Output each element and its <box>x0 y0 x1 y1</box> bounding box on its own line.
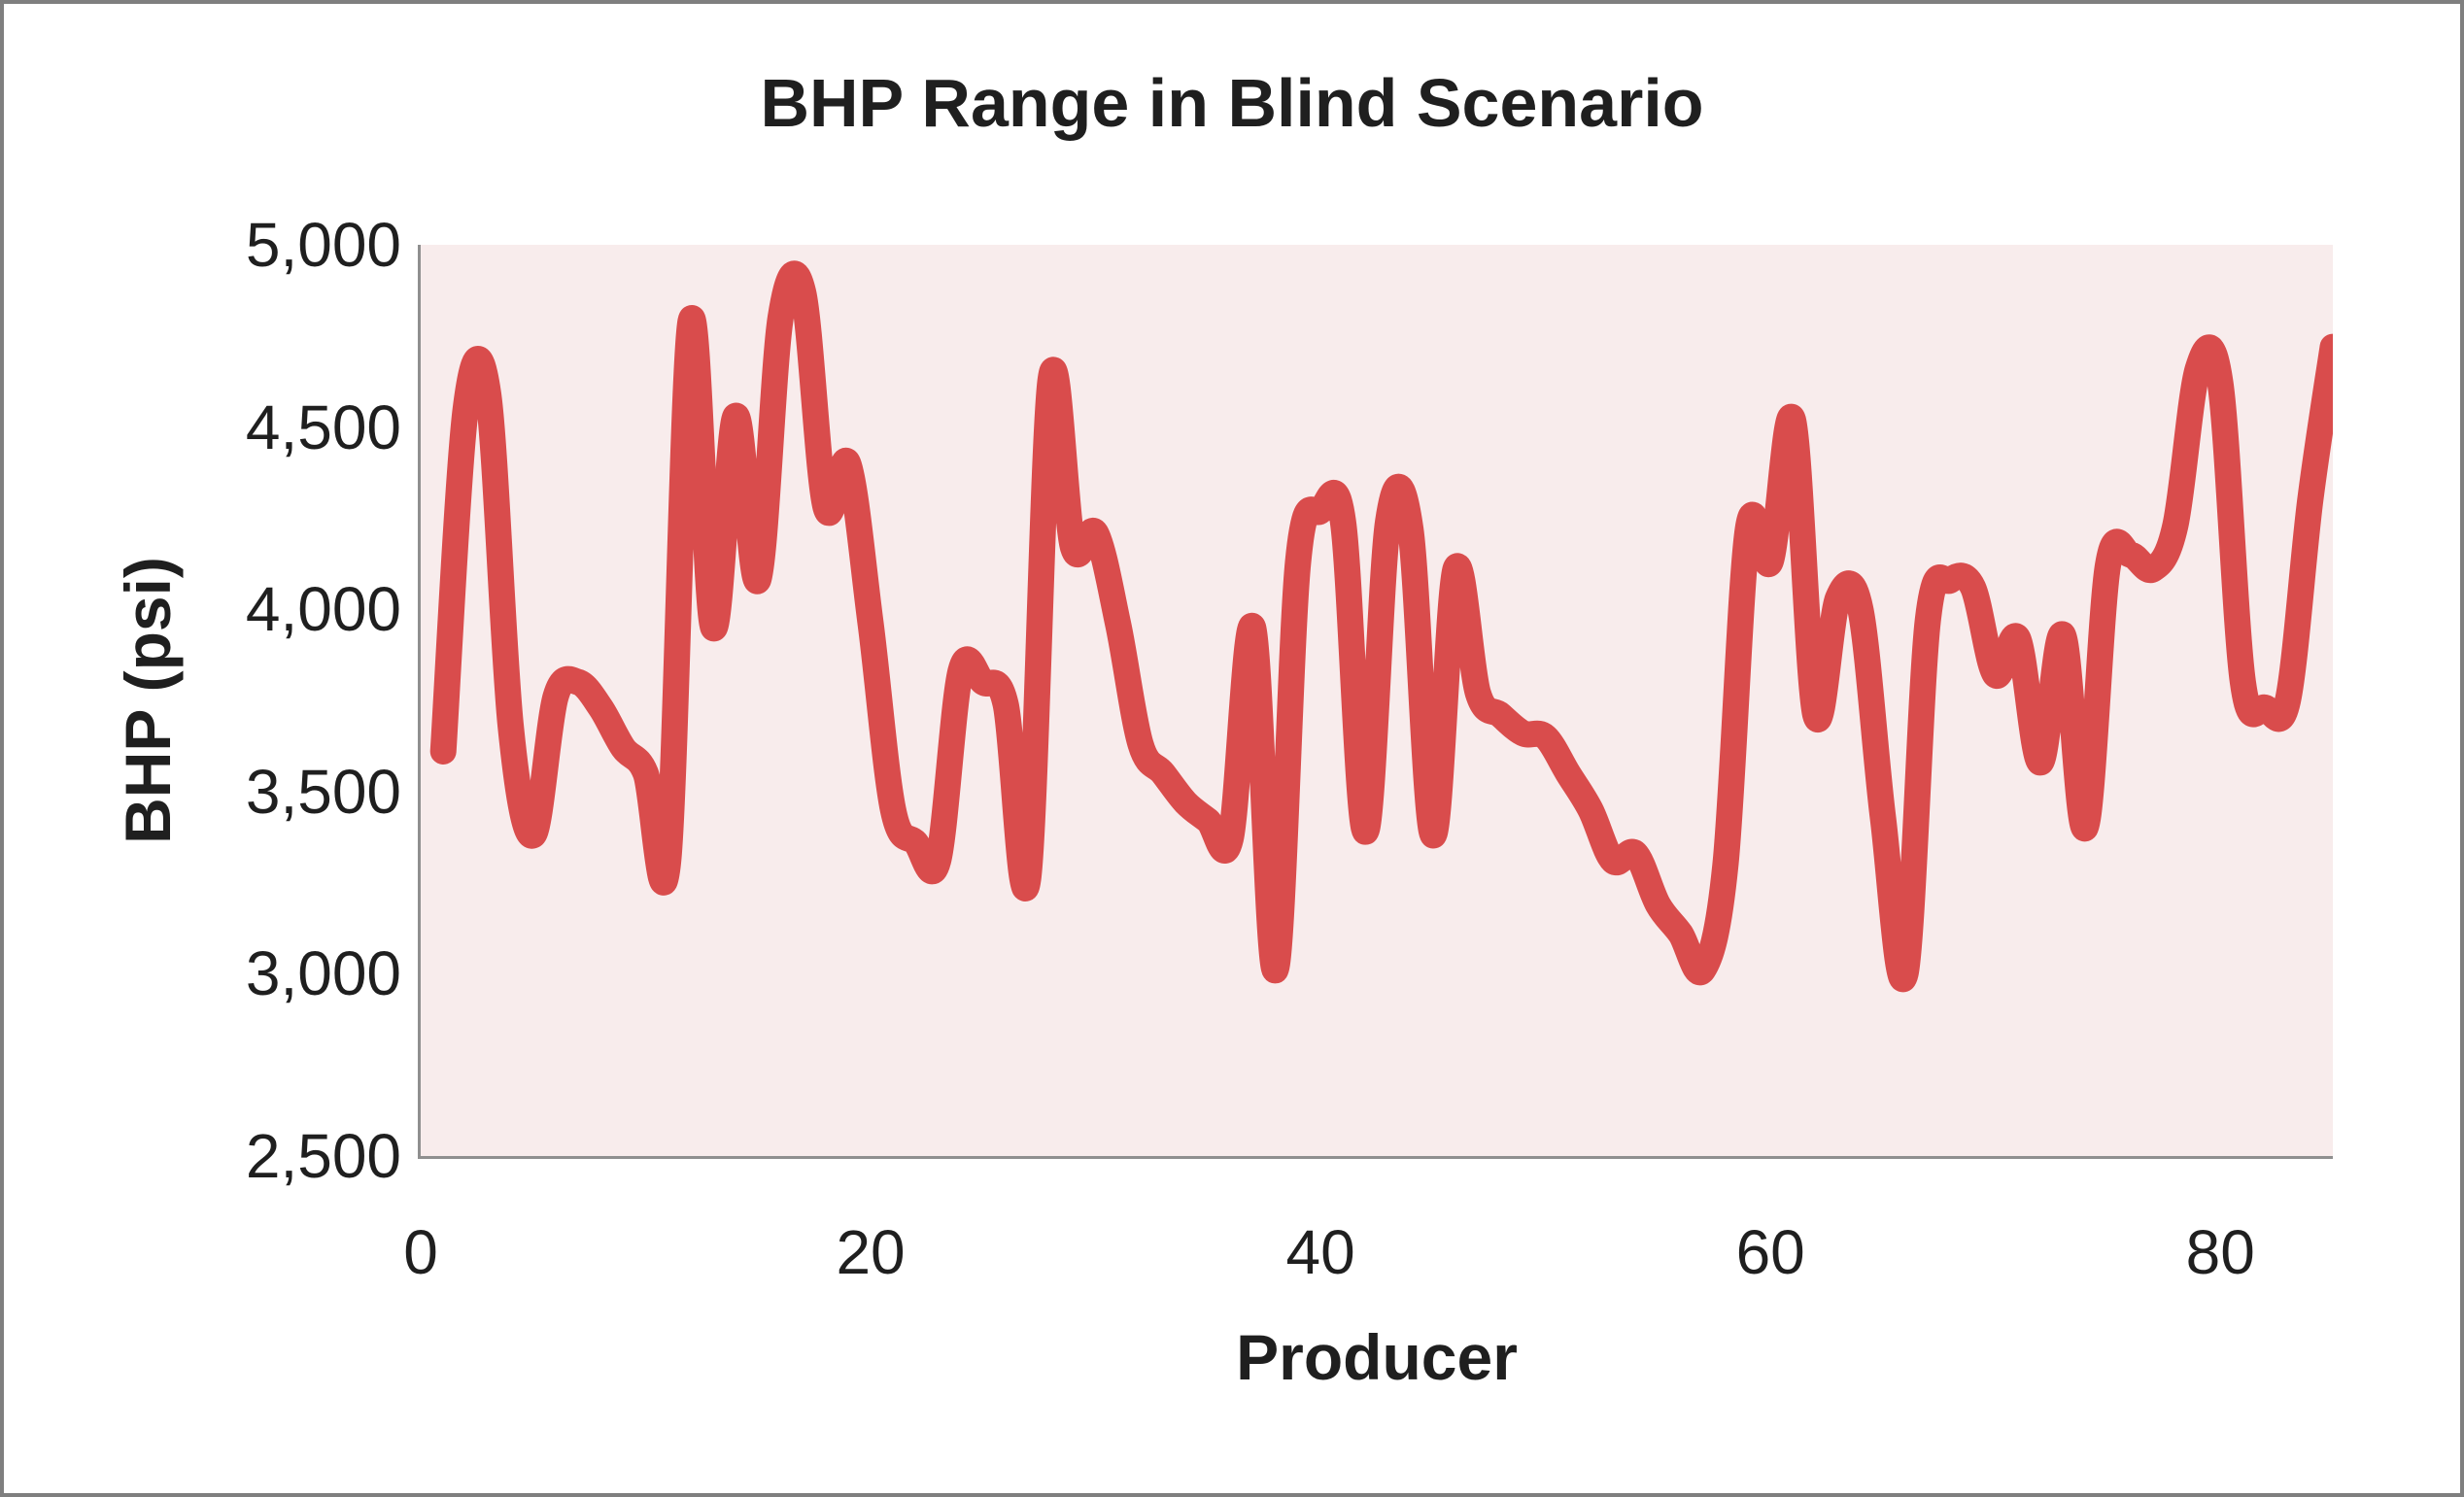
x-tick-label: 0 <box>403 1217 438 1287</box>
x-tick-label: 80 <box>2185 1217 2255 1287</box>
y-tick-label: 3,000 <box>245 938 401 1009</box>
x-axis-line <box>418 1156 2333 1159</box>
x-tick-label: 60 <box>1735 1217 1805 1287</box>
y-tick-label: 3,500 <box>245 756 401 827</box>
plot-area <box>421 245 2333 1156</box>
bhp-line-series <box>429 260 2333 993</box>
y-tick-label: 5,000 <box>245 210 401 280</box>
y-tick-label: 2,500 <box>245 1121 401 1191</box>
chart-canvas <box>429 260 2333 993</box>
y-tick-label: 4,000 <box>245 574 401 645</box>
x-tick-label: 40 <box>1285 1217 1355 1287</box>
chart-title: BHP Range in Blind Scenario <box>760 65 1704 141</box>
y-axis-title: BHP (psi) <box>112 557 184 844</box>
y-tick-label: 4,500 <box>245 391 401 462</box>
y-axis-line <box>418 245 421 1159</box>
x-tick-label: 20 <box>836 1217 906 1287</box>
x-axis-title: Producer <box>1236 1321 1518 1393</box>
